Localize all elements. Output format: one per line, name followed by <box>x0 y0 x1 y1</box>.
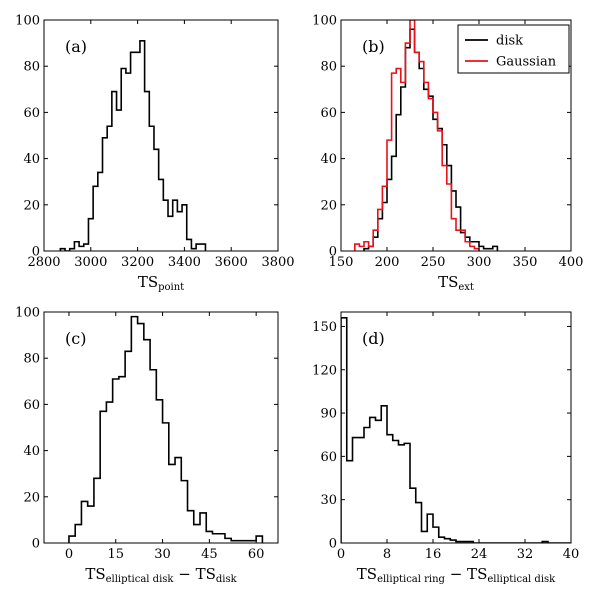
y-tick-label: 0 <box>32 245 40 260</box>
x-tick-label: 60 <box>248 547 265 562</box>
x-tick-label: 16 <box>425 547 442 562</box>
y-tick-label: 60 <box>23 398 40 413</box>
x-tick-label: 0 <box>337 547 345 562</box>
y-tick-label: 80 <box>320 60 337 75</box>
y-tick-label: 40 <box>320 152 337 167</box>
axes-frame <box>340 19 572 252</box>
panel-label: (b) <box>362 37 385 56</box>
legend: disk Gaussian <box>457 24 570 74</box>
x-tick-label: 24 <box>471 547 488 562</box>
x-tick-label: 350 <box>513 255 538 270</box>
y-tick-label: 80 <box>23 352 40 367</box>
x-tick-label: 250 <box>421 255 446 270</box>
axes-frame <box>43 311 279 544</box>
x-axis-label: TSext <box>438 273 474 293</box>
x-tick-label: 3200 <box>121 255 154 270</box>
x-tick-label: 40 <box>563 547 580 562</box>
histogram-series-ts-elliptical-disk-minus-ts-disk <box>68 315 264 543</box>
x-tick-label: 15 <box>107 547 124 562</box>
y-tick-label: 0 <box>329 537 337 552</box>
x-tick-label: 300 <box>467 255 492 270</box>
x-tick-label: 3800 <box>261 255 294 270</box>
y-tick-label: 40 <box>23 152 40 167</box>
x-axis-label: TSpoint <box>138 273 184 293</box>
axes-frame <box>43 19 279 252</box>
x-tick-label: 8 <box>383 547 391 562</box>
x-tick-label: 3000 <box>74 255 107 270</box>
panel-c: 0 15 30 45 60 0 20 40 60 80 100 (c) TSelliptical dis… <box>15 306 279 585</box>
y-tick-label: 30 <box>320 493 337 508</box>
x-axis-label: TSelliptical disk − TSdisk <box>85 565 237 585</box>
legend-box <box>457 24 570 74</box>
x-tick-label: 400 <box>559 255 584 270</box>
histogram-series-gaussian <box>354 20 480 251</box>
y-tick-label: 60 <box>320 450 337 465</box>
panel-a: 2800 3000 3200 3400 3600 3800 0 20 40 60 80 100 (a) T… <box>15 14 294 294</box>
x-tick-label: 2800 <box>27 255 60 270</box>
y-tick-label: 90 <box>320 407 337 422</box>
histogram-series-ts-elliptical-ring-minus-ts-elliptical-disk <box>341 316 571 543</box>
x-tick-label: 150 <box>329 255 354 270</box>
y-tick-label: 60 <box>23 106 40 121</box>
panel-label: (a) <box>65 37 87 56</box>
x-tick-label: 45 <box>201 547 218 562</box>
y-tick-label: 60 <box>320 106 337 121</box>
x-axis-label: TSelliptical ring − TSelliptical disk <box>357 565 556 585</box>
y-tick-label: 20 <box>23 490 40 505</box>
x-tick-label: 200 <box>375 255 400 270</box>
y-tick-label: 20 <box>320 198 337 213</box>
axes-frame <box>340 311 572 544</box>
panel-b: 150 200 250 300 350 400 0 20 40 60 80 100 (b) TSext di… <box>312 14 583 294</box>
x-tick-label: 3400 <box>168 255 201 270</box>
y-tick-label: 80 <box>23 60 40 75</box>
panel-label: (c) <box>65 329 86 348</box>
y-tick-label: 100 <box>15 306 40 321</box>
legend-entry: disk <box>496 34 523 49</box>
x-tick-label: 30 <box>154 547 171 562</box>
y-tick-label: 100 <box>312 14 337 29</box>
y-tick-label: 100 <box>15 14 40 29</box>
y-tick-label: 120 <box>312 363 337 378</box>
panel-d: 0 8 16 24 32 40 0 30 60 90 120 150 (d) TSelliptical r… <box>312 311 580 585</box>
x-tick-label: 32 <box>517 547 534 562</box>
x-tick-label: 0 <box>65 547 73 562</box>
histogram-series-ts-point <box>59 39 207 251</box>
y-tick-label: 40 <box>23 444 40 459</box>
y-tick-label: 0 <box>32 537 40 552</box>
legend-entry: Gaussian <box>496 55 557 70</box>
y-tick-label: 150 <box>312 320 337 335</box>
panel-label: (d) <box>362 329 385 348</box>
y-tick-label: 0 <box>329 245 337 260</box>
x-tick-label: 3600 <box>215 255 248 270</box>
y-tick-label: 20 <box>23 198 40 213</box>
